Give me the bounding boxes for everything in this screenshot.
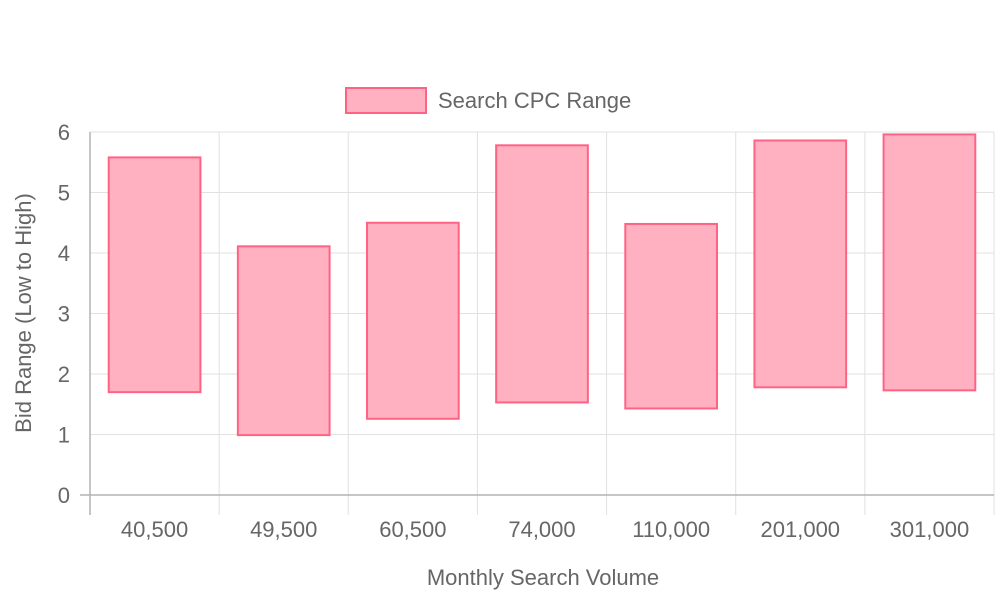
y-tick-label: 6: [58, 120, 70, 145]
bar-49500[interactable]: [236, 245, 331, 437]
bar-110000[interactable]: [624, 222, 718, 410]
bar-201000[interactable]: [753, 139, 848, 389]
y-tick-label: 2: [58, 362, 70, 387]
tick-labels: 0 1 2 3 4 5 6 40,500 49,500 60,500 74,000 110,000 20…: [58, 120, 969, 542]
bar-60500[interactable]: [366, 221, 460, 420]
legend-label-search-cpc-range[interactable]: Search CPC Range: [438, 88, 631, 113]
bars: [107, 133, 977, 437]
y-tick-label: 0: [58, 483, 70, 508]
y-tick-label: 4: [58, 241, 70, 266]
x-tick-label: 110,000: [632, 517, 710, 542]
x-tick-label: 40,500: [121, 517, 188, 542]
legend[interactable]: Search CPC Range: [345, 87, 631, 114]
bar-301000[interactable]: [882, 133, 977, 392]
y-tick-label: 5: [58, 181, 70, 206]
x-tick-label: 74,000: [508, 517, 575, 542]
y-tick-label: 1: [58, 423, 70, 448]
bar-74000[interactable]: [495, 144, 589, 404]
x-tick-label: 201,000: [761, 517, 841, 542]
legend-swatch[interactable]: [345, 87, 427, 114]
x-tick-label: 60,500: [379, 517, 446, 542]
y-tick-label: 3: [58, 302, 70, 327]
axes: [80, 132, 994, 515]
y-axis-title: Bid Range (Low to High): [11, 193, 36, 433]
bar-40500[interactable]: [107, 156, 202, 394]
x-axis-title: Monthly Search Volume: [427, 565, 659, 590]
x-tick-label: 49,500: [250, 517, 317, 542]
x-tick-label: 301,000: [890, 517, 970, 542]
